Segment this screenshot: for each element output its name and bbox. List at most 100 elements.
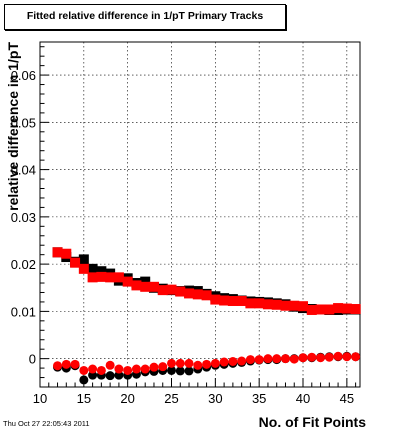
data-point-circle	[298, 353, 308, 363]
data-point-square	[78, 254, 89, 265]
data-point-circle	[149, 362, 159, 372]
data-point-circle	[175, 366, 185, 376]
data-point-circle	[61, 359, 71, 369]
x-tick-label: 40	[296, 391, 310, 406]
data-point-circle	[254, 355, 264, 365]
data-point-circle	[210, 358, 220, 368]
data-point-circle	[167, 358, 177, 368]
data-point-circle	[333, 351, 343, 361]
data-point-circle	[289, 354, 299, 364]
data-point-circle	[202, 359, 212, 369]
data-point-circle	[123, 365, 133, 375]
data-point-square	[298, 301, 309, 312]
data-point-square	[140, 276, 151, 287]
y-tick-label: 0	[29, 352, 36, 367]
data-point-square	[87, 263, 98, 274]
data-point-circle	[184, 358, 194, 368]
data-point-square	[96, 266, 107, 277]
chart-title: Fitted relative difference in 1/pT Prima…	[26, 10, 264, 22]
data-point-square	[262, 299, 273, 310]
data-point-circle	[88, 364, 98, 374]
data-point-square	[219, 295, 230, 306]
data-point-circle	[228, 356, 238, 366]
data-point-circle	[184, 366, 194, 376]
data-point-square	[254, 298, 265, 309]
data-point-circle	[131, 364, 141, 374]
data-point-square	[131, 280, 142, 291]
data-point-circle	[324, 352, 334, 362]
y-tick-label: 0.01	[11, 304, 36, 319]
y-tick-label: 0.02	[11, 257, 36, 272]
timestamp-label: Thu Oct 27 22:05:43 2011	[3, 419, 90, 428]
data-point-circle	[351, 352, 361, 362]
chart-title-box: Fitted relative difference in 1/pT Prima…	[4, 4, 286, 30]
data-point-square	[341, 303, 352, 314]
data-point-circle	[175, 358, 185, 368]
data-point-circle	[237, 356, 247, 366]
data-point-square	[280, 300, 291, 311]
data-point-circle	[307, 352, 317, 362]
data-point-square	[140, 281, 151, 292]
data-point-circle	[79, 375, 89, 385]
data-point-square	[157, 285, 168, 296]
data-point-circle	[158, 362, 168, 372]
data-point-circle	[316, 353, 326, 363]
data-point-square	[306, 304, 317, 315]
data-point-square	[227, 295, 238, 306]
data-point-square	[192, 289, 203, 300]
data-point-circle	[193, 360, 203, 370]
data-point-square	[87, 272, 98, 283]
data-point-circle	[79, 365, 89, 375]
data-point-circle	[96, 365, 106, 375]
data-point-square	[271, 299, 282, 310]
data-point-square	[175, 286, 186, 297]
data-point-square	[324, 304, 335, 315]
data-point-circle	[140, 364, 150, 374]
data-point-square	[148, 281, 159, 292]
data-point-circle	[70, 359, 80, 369]
plot-frame	[39, 41, 361, 388]
x-tick-label: 20	[120, 391, 134, 406]
data-point-square	[245, 298, 256, 309]
x-tick-label: 25	[164, 391, 178, 406]
data-point-square	[289, 300, 300, 311]
data-point-circle	[272, 354, 282, 364]
data-point-square	[105, 272, 116, 283]
data-point-circle	[53, 361, 63, 371]
data-point-square	[333, 303, 344, 314]
x-tick-label: 30	[208, 391, 222, 406]
data-point-square	[315, 304, 326, 315]
data-point-square	[236, 295, 247, 306]
x-tick-label: 10	[33, 391, 47, 406]
y-tick-label: 0.05	[11, 115, 36, 130]
y-tick-label: 0.03	[11, 210, 36, 225]
x-tick-label: 35	[252, 391, 266, 406]
data-point-circle	[263, 354, 273, 364]
y-axis-title: relative difference in 1/pT	[5, 42, 21, 211]
data-point-square	[184, 288, 195, 299]
x-tick-label: 45	[340, 391, 354, 406]
data-point-square	[210, 294, 221, 305]
data-point-square	[96, 271, 107, 282]
data-point-circle	[280, 354, 290, 364]
data-point-circle	[105, 360, 115, 370]
data-point-square	[166, 284, 177, 295]
data-point-square	[52, 247, 63, 258]
data-point-circle	[105, 371, 115, 381]
data-point-square	[350, 304, 361, 315]
data-point-circle	[167, 365, 177, 375]
data-point-square	[61, 248, 72, 259]
data-point-circle	[342, 352, 352, 362]
data-point-square	[113, 272, 124, 283]
x-axis-title: No. of Fit Points	[259, 414, 367, 430]
data-point-square	[78, 263, 89, 274]
y-tick-label: 0.06	[11, 68, 36, 83]
x-tick-label: 15	[77, 391, 91, 406]
y-tick-label: 0.04	[11, 163, 36, 178]
data-point-circle	[114, 364, 124, 374]
data-point-square	[201, 290, 212, 301]
data-point-square	[70, 257, 81, 268]
data-point-circle	[219, 357, 229, 367]
data-point-circle	[245, 355, 255, 365]
